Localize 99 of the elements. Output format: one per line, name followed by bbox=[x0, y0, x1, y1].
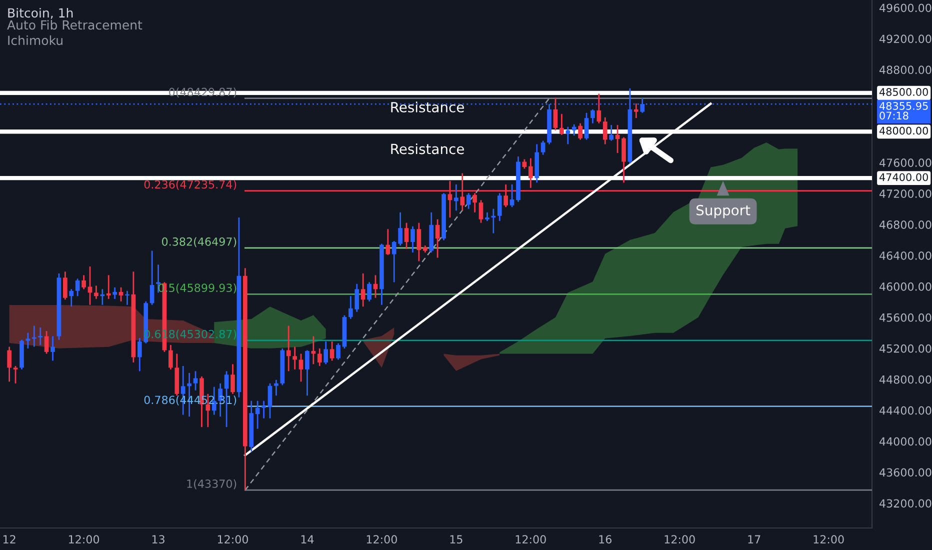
candlestick bbox=[112, 286, 117, 300]
candlestick bbox=[609, 124, 614, 142]
x-tick-label: 12:00 bbox=[68, 535, 100, 544]
text: Auto Fib Retracement Ichimoku bbox=[7, 20, 142, 46]
text: Bitcoin, 1h bbox=[8, 8, 73, 19]
candlestick bbox=[466, 192, 471, 210]
candlestick bbox=[360, 272, 366, 308]
ref-line-label: 48355.95 07:18 bbox=[879, 102, 928, 120]
candlestick bbox=[540, 140, 546, 156]
x-tick-label: 12:00 bbox=[218, 535, 248, 544]
candlestick bbox=[386, 228, 390, 256]
candlestick bbox=[336, 342, 340, 360]
candlestick bbox=[602, 116, 608, 145]
y-tick-label: 45600.00 bbox=[879, 313, 932, 322]
x-tick-label: 12:00 bbox=[664, 535, 695, 544]
x-tick-label: 12 bbox=[3, 535, 16, 544]
candlestick bbox=[7, 346, 12, 382]
candlestick bbox=[50, 336, 55, 362]
x-tick-label: 17 bbox=[748, 535, 760, 544]
candlestick bbox=[26, 332, 30, 350]
y-tick-label: 48800.00 bbox=[879, 66, 932, 74]
candlestick bbox=[88, 266, 92, 306]
candlestick bbox=[330, 340, 334, 362]
y-tick-label: 45200.00 bbox=[879, 344, 932, 353]
candlestick bbox=[13, 365, 18, 384]
candlestick bbox=[528, 158, 533, 189]
candlestick bbox=[572, 124, 576, 136]
candlestick bbox=[230, 363, 235, 395]
y-tick-label: 43600.00 bbox=[879, 468, 932, 477]
y-tick-label: 44400.00 bbox=[879, 406, 932, 415]
y-tick-label: 46800.00 bbox=[879, 220, 932, 229]
candlestick bbox=[125, 290, 130, 306]
annotation: Resistance bbox=[391, 143, 464, 154]
y-tick-label: 47200.00 bbox=[879, 190, 932, 198]
candlestick bbox=[298, 353, 304, 382]
y-tick-label: 46000.00 bbox=[879, 282, 932, 291]
candlestick bbox=[106, 274, 111, 300]
candlestick bbox=[410, 226, 415, 254]
ref-line-label: 0.236(47235.74) bbox=[144, 180, 236, 190]
candlestick bbox=[44, 330, 49, 354]
candlestick bbox=[596, 92, 602, 124]
candlestick bbox=[317, 348, 322, 367]
ref-line-label: 0.382(46497) bbox=[162, 237, 236, 248]
candlestick bbox=[566, 126, 570, 145]
y-tick-label: 49600.00 bbox=[879, 4, 932, 12]
candlestick bbox=[150, 250, 154, 306]
candlestick bbox=[634, 102, 638, 119]
y-tick-label: 44000.00 bbox=[879, 437, 932, 446]
x-tick-label: 15 bbox=[450, 535, 462, 544]
candlestick bbox=[193, 370, 198, 392]
candlestick bbox=[622, 136, 626, 184]
candlestick bbox=[416, 222, 422, 262]
candlestick bbox=[584, 112, 589, 140]
candlestick bbox=[305, 350, 310, 396]
candlestick bbox=[62, 270, 68, 300]
candlestick bbox=[590, 108, 595, 124]
candlestick bbox=[82, 274, 86, 290]
candlestick bbox=[497, 192, 502, 222]
x-tick-label: 12:00 bbox=[366, 535, 397, 544]
candlestick bbox=[578, 122, 582, 140]
x-tick-label: 13 bbox=[152, 535, 164, 544]
y-tick-label: 47600.00 bbox=[879, 158, 932, 167]
candlestick bbox=[168, 344, 173, 370]
y-tick-label: 43200.00 bbox=[879, 499, 932, 508]
ref-line-label: 1(43370) bbox=[187, 479, 236, 490]
candlestick bbox=[69, 288, 74, 308]
y-tick-label: 46400.00 bbox=[879, 251, 932, 260]
candlestick bbox=[560, 113, 564, 136]
x-tick-label: 12:00 bbox=[814, 535, 844, 544]
candlestick bbox=[522, 158, 527, 170]
x-tick-label: 14 bbox=[301, 535, 314, 544]
candlestick bbox=[478, 199, 484, 224]
candlestick bbox=[268, 382, 272, 419]
x-tick-label: 16 bbox=[599, 535, 612, 544]
candlestick bbox=[491, 208, 496, 234]
annotation: Support bbox=[696, 204, 750, 218]
candlestick bbox=[367, 282, 372, 302]
ref-line-label: 47400.00 bbox=[879, 173, 928, 182]
candlestick bbox=[262, 400, 266, 419]
y-tick-label: 44800.00 bbox=[879, 375, 932, 384]
candlestick bbox=[94, 284, 98, 300]
candlestick bbox=[38, 326, 43, 346]
candlestick bbox=[454, 184, 458, 212]
candlestick bbox=[118, 286, 124, 302]
ref-line-label: 48500.00 bbox=[879, 88, 928, 96]
candlestick bbox=[292, 346, 297, 370]
x-tick-label: 12:00 bbox=[516, 535, 546, 544]
candlestick bbox=[404, 222, 409, 250]
candlestick bbox=[156, 264, 160, 294]
candlestick bbox=[324, 340, 328, 365]
candlestick bbox=[510, 184, 514, 208]
candlestick bbox=[286, 325, 291, 372]
y-tick-label: 49200.00 bbox=[879, 34, 932, 44]
candlestick bbox=[75, 278, 80, 297]
ref-line-label: 48000.00 bbox=[879, 126, 928, 135]
candlestick bbox=[274, 379, 278, 396]
candlestick bbox=[435, 218, 440, 258]
annotation: Resistance bbox=[391, 102, 464, 112]
candlestick bbox=[553, 97, 558, 131]
